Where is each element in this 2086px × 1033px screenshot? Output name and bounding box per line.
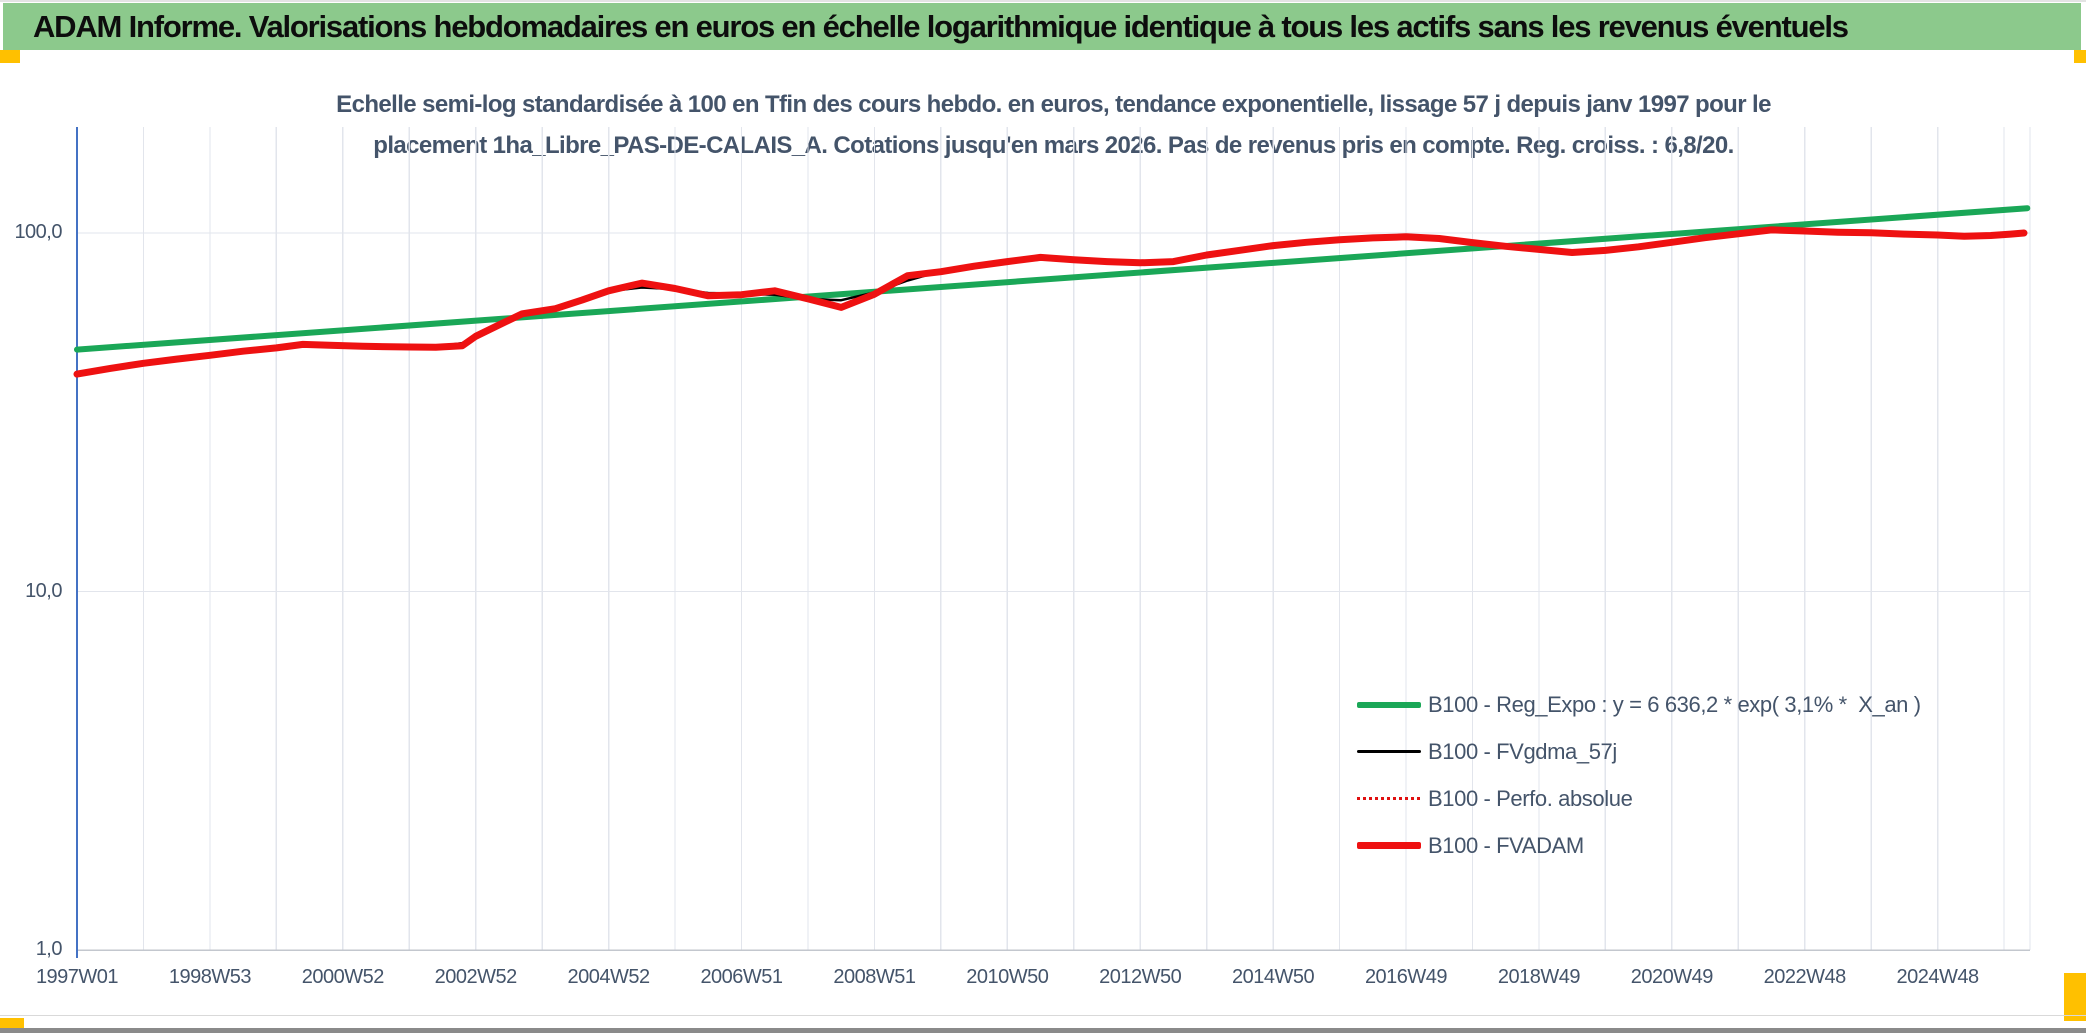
chart-title-line-1: Echelle semi-log standardisée à 100 en T… <box>336 91 1771 118</box>
perfo-absolue-dotted-swatch <box>1357 797 1421 800</box>
chart-title: Echelle semi-log standardisée à 100 en T… <box>77 84 2030 166</box>
fvgdma-line-swatch <box>1357 750 1421 753</box>
legend-item-fvadam: B100 - FVADAM <box>1357 822 1921 869</box>
legend-item-perfo-absolue: B100 - Perfo. absolue <box>1357 775 1921 822</box>
header-bar: ADAM Informe. Valorisations hebdomadaire… <box>3 3 2081 50</box>
bottom-divider-line <box>0 1015 2086 1016</box>
accent-top-left <box>0 50 20 63</box>
fvadam-line-swatch <box>1357 842 1421 849</box>
legend-label: B100 - Perfo. absolue <box>1428 785 1633 811</box>
fvgdma-line <box>75 229 2026 376</box>
perfo-absolue-line <box>76 228 2025 376</box>
accent-top-right <box>2074 50 2086 63</box>
page-title: ADAM Informe. Valorisations hebdomadaire… <box>33 8 1849 44</box>
legend-label: B100 - Reg_Expo : y = 6 636,2 * exp( 3,1… <box>1428 691 1921 717</box>
legend-item-reg-expo: B100 - Reg_Expo : y = 6 636,2 * exp( 3,1… <box>1357 681 1921 728</box>
bottom-window-bar <box>0 1028 2086 1033</box>
accent-bottom-right <box>2064 973 2086 1021</box>
reg-expo-line-swatch <box>1357 701 1421 708</box>
fvadam-line <box>73 226 2028 378</box>
legend-label: B100 - FVADAM <box>1428 832 1584 858</box>
chart-title-line-2: placement 1ha_Libre_PAS-DE-CALAIS_A. Cot… <box>373 132 1734 159</box>
legend-label: B100 - FVgdma_57j <box>1428 738 1617 764</box>
chart-legend: B100 - Reg_Expo : y = 6 636,2 * exp( 3,1… <box>1357 681 1921 869</box>
reg-expo-line <box>74 205 2031 353</box>
legend-item-fvgdma: B100 - FVgdma_57j <box>1357 728 1921 775</box>
top-edge-line <box>0 0 2086 2</box>
